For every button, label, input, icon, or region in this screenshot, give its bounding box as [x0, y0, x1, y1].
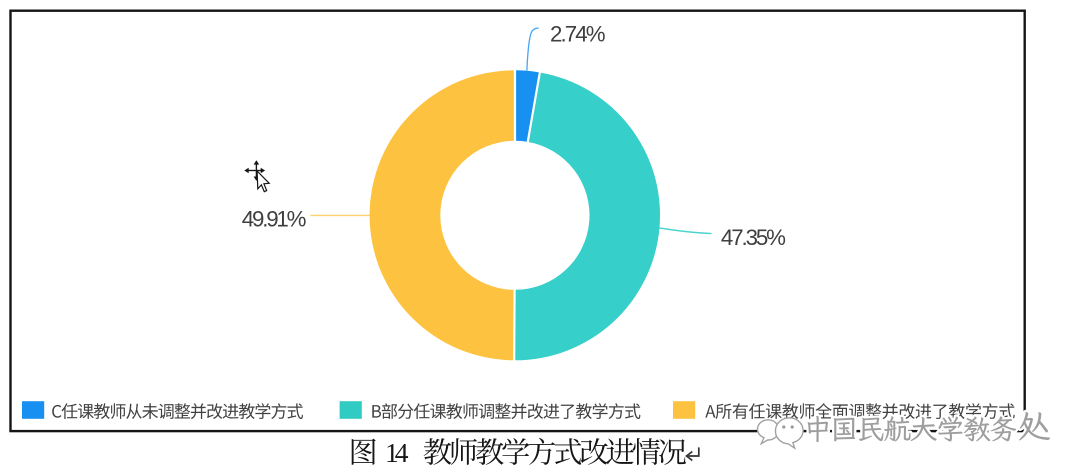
svg-text:2.74%: 2.74%: [550, 21, 606, 46]
svg-text:14: 14: [385, 437, 409, 468]
svg-text:47.35%: 47.35%: [721, 225, 786, 250]
svg-text:49.91%: 49.91%: [242, 207, 307, 232]
